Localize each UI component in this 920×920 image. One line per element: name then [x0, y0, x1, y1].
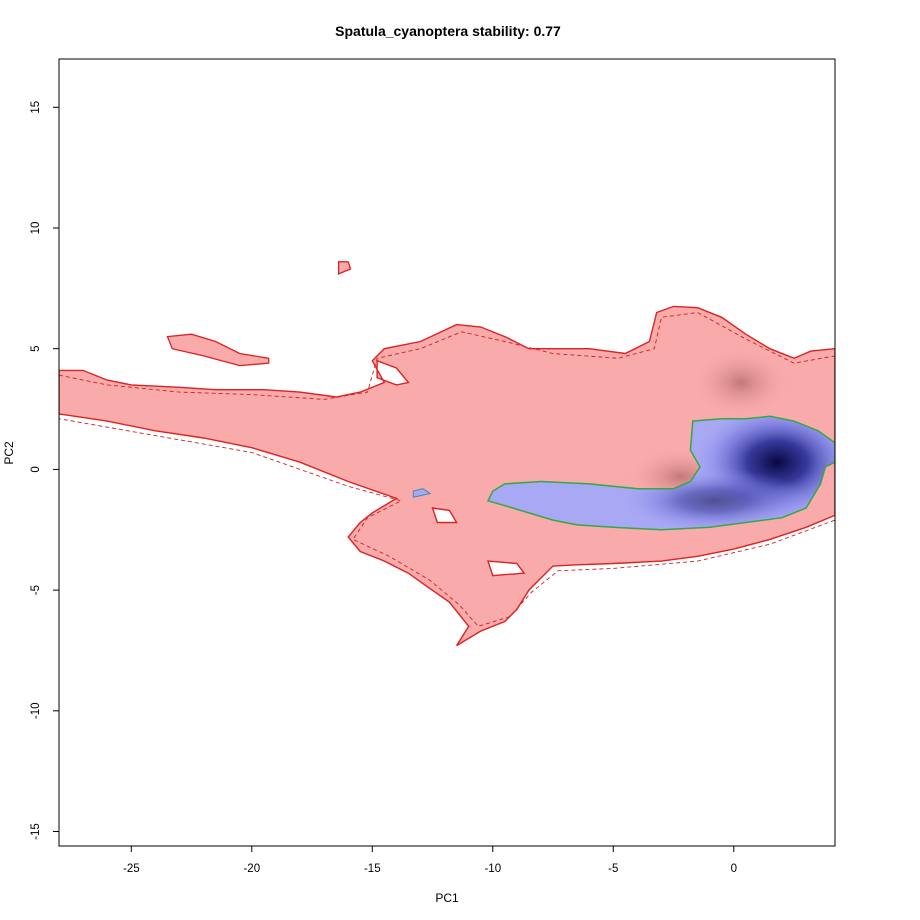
x-axis-label: PC1	[435, 891, 459, 905]
background-dashed-contour	[59, 312, 835, 627]
y-tick-label-0: -15	[30, 823, 42, 840]
y-tick-label-2: -5	[30, 585, 42, 595]
x-tick-label-2: -15	[364, 863, 381, 875]
y-axis: -15 -10 -5 0 5 10 15	[30, 101, 59, 840]
x-tick-label-5: 0	[731, 863, 737, 875]
occupied-island-0	[412, 488, 432, 498]
occupied-islands	[412, 488, 432, 498]
y-tick-label-6: 15	[30, 101, 42, 114]
x-tick-label-4: -5	[608, 863, 618, 875]
occupied-contour	[486, 415, 835, 531]
y-tick-label-1: -10	[30, 702, 42, 719]
background-island-0	[166, 333, 270, 367]
x-axis: -25 -20 -15 -10 -5 0	[123, 846, 737, 875]
x-tick-label-0: -25	[123, 863, 140, 875]
y-tick-label-4: 5	[30, 345, 42, 351]
x-tick-label-1: -20	[243, 863, 260, 875]
y-tick-label-5: 10	[30, 222, 42, 235]
y-axis-label: PC2	[2, 441, 16, 465]
chart-title: Spatula_cyanoptera stability: 0.77	[335, 23, 561, 39]
background-region	[59, 306, 835, 646]
background-contour	[59, 305, 835, 647]
background-islands	[166, 261, 352, 367]
x-tick-label-3: -10	[484, 863, 501, 875]
background-island-1	[337, 261, 352, 275]
y-tick-label-3: 0	[30, 466, 42, 472]
plot-layer	[59, 261, 835, 647]
density-shade-upper	[691, 347, 792, 418]
plot-frame	[58, 58, 836, 847]
